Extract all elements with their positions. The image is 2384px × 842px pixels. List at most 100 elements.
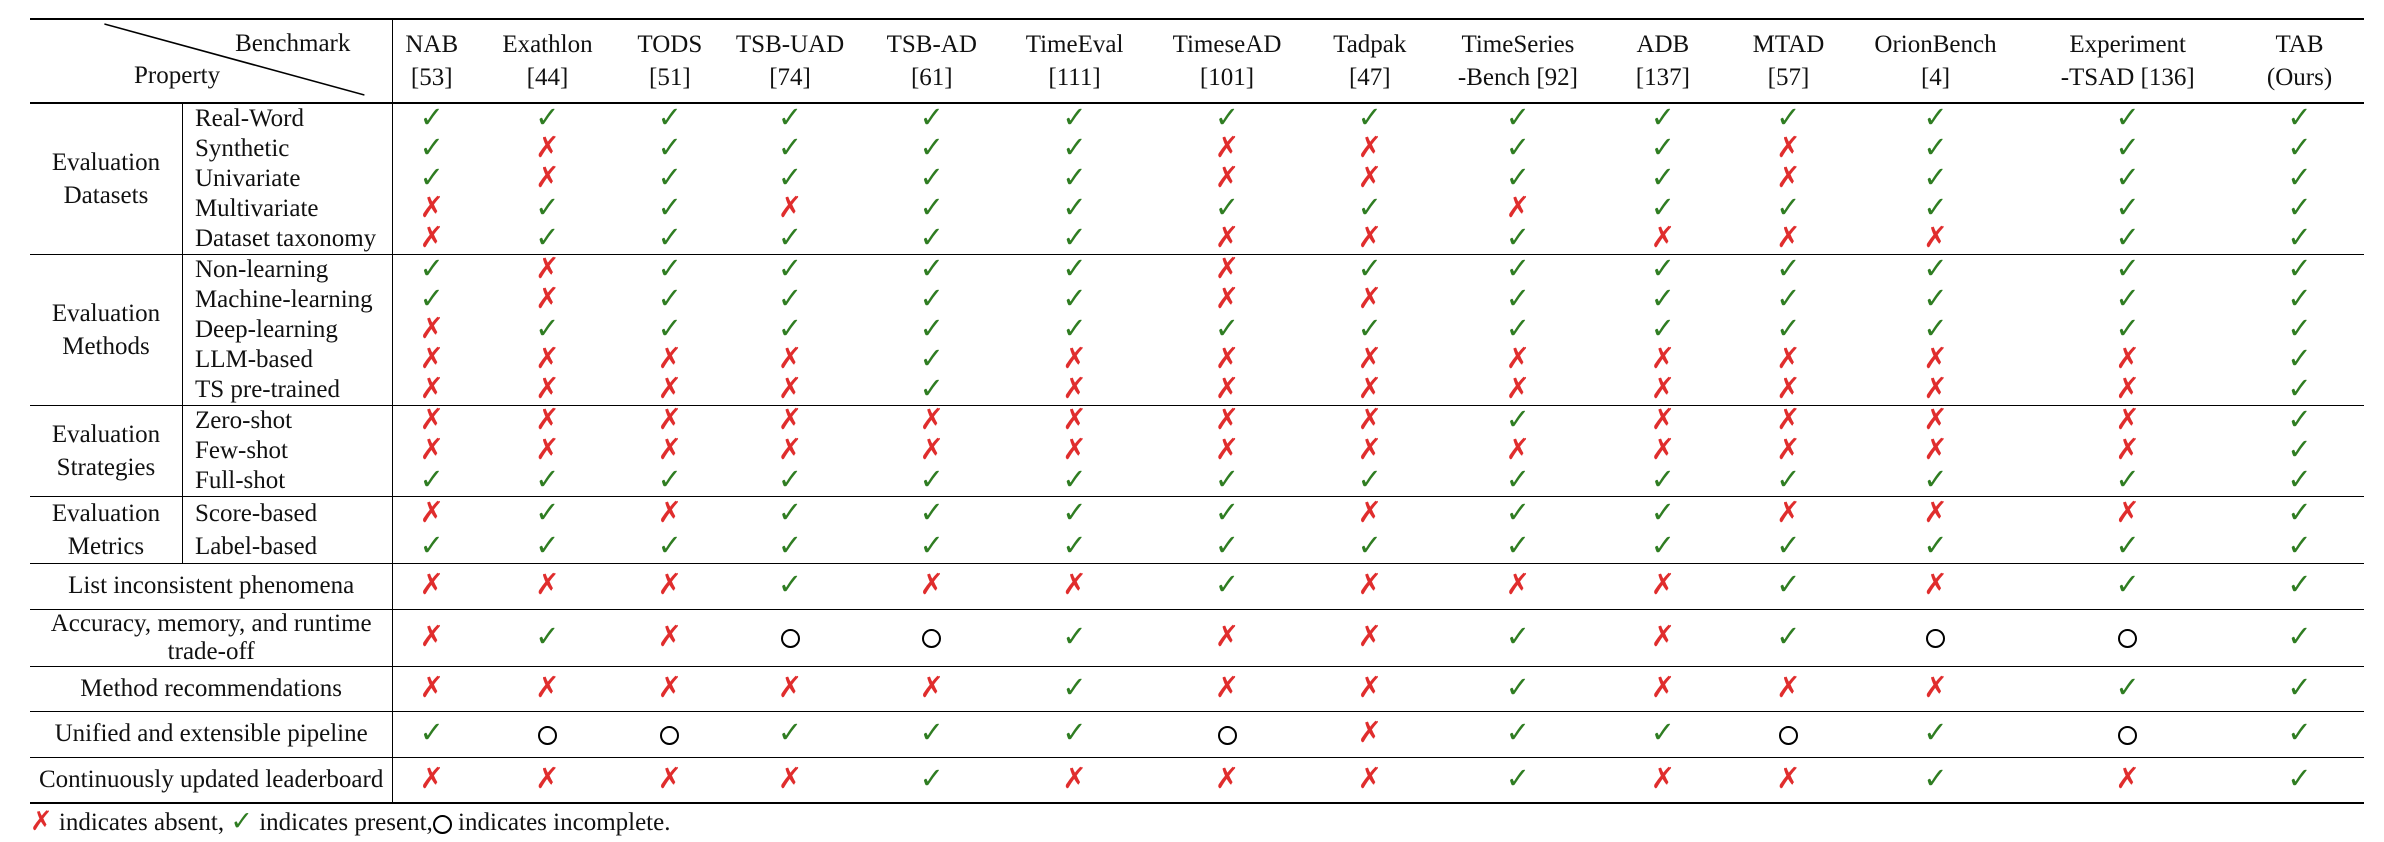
present-check-icon: ✓ bbox=[230, 806, 253, 836]
check-icon: ✓ bbox=[1214, 569, 1240, 602]
cross-icon: ✗ bbox=[419, 671, 444, 704]
mark-cell: ✗ bbox=[998, 405, 1151, 436]
benchmark-name: TAB bbox=[2275, 31, 2324, 58]
check-icon: ✓ bbox=[419, 529, 444, 562]
mark-cell: ✓ bbox=[2235, 285, 2364, 315]
mark-cell: ✓ bbox=[393, 134, 470, 164]
mark-cell: ✗ bbox=[1851, 436, 2021, 466]
check-icon: ✓ bbox=[2115, 222, 2140, 254]
cross-icon: ✗ bbox=[419, 496, 444, 529]
mark-cell: ✗ bbox=[392, 665, 471, 712]
mark-cell: ✓ bbox=[2235, 466, 2364, 497]
cross-icon: ✗ bbox=[1357, 717, 1382, 750]
mark-cell bbox=[470, 711, 625, 758]
check-icon: ✓ bbox=[1776, 569, 1801, 602]
mark-cell: ✗ bbox=[1726, 756, 1851, 804]
check-icon: ✓ bbox=[1505, 404, 1531, 436]
benchmark-name: TODS bbox=[637, 31, 703, 58]
check-icon: ✓ bbox=[657, 529, 682, 562]
mark-cell: ✓ bbox=[1850, 254, 2021, 285]
mark-cell: ✓ bbox=[2235, 224, 2364, 255]
check-icon: ✓ bbox=[1062, 496, 1087, 529]
mark-cell: ✗ bbox=[1303, 496, 1437, 530]
mark-cell: ✓ bbox=[998, 315, 1150, 345]
benchmark-header: TimeSeries -Bench [92] bbox=[1436, 18, 1600, 104]
check-icon: ✓ bbox=[1923, 132, 1948, 164]
mark-cell: ✗ bbox=[865, 405, 999, 436]
cross-icon: ✗ bbox=[419, 434, 444, 466]
check-icon: ✓ bbox=[657, 192, 682, 224]
mark-cell: ✓ bbox=[715, 134, 865, 164]
cross-icon: ✗ bbox=[1214, 283, 1240, 315]
check-icon: ✓ bbox=[2287, 222, 2312, 254]
cross-icon: ✗ bbox=[1776, 162, 1801, 194]
mark-cell: ✓ bbox=[393, 164, 470, 194]
mark-cell: ✗ bbox=[1150, 665, 1304, 712]
check-icon: ✓ bbox=[919, 343, 944, 375]
mark-cell: ✗ bbox=[1150, 405, 1304, 436]
mark-cell: ✓ bbox=[1436, 224, 1599, 255]
mark-cell: ✗ bbox=[624, 756, 715, 804]
mark-cell: ✓ bbox=[998, 285, 1150, 315]
mark-cell: ✓ bbox=[2020, 285, 2235, 315]
check-icon: ✓ bbox=[1650, 464, 1675, 496]
cross-icon: ✗ bbox=[1214, 132, 1240, 164]
property-label: Few-shot bbox=[182, 436, 394, 466]
mark-cell: ✗ bbox=[1600, 436, 1727, 466]
property-label: Accuracy, memory, and runtime trade-off bbox=[30, 608, 394, 667]
check-icon: ✓ bbox=[1357, 464, 1382, 496]
mark-cell: ✓ bbox=[625, 164, 715, 194]
mark-cell bbox=[1150, 711, 1304, 758]
check-icon: ✓ bbox=[777, 569, 803, 602]
mark-cell: ✓ bbox=[2020, 563, 2236, 610]
mark-cell: ✓ bbox=[625, 530, 715, 564]
check-icon: ✓ bbox=[2287, 192, 2312, 224]
cross-icon: ✗ bbox=[2115, 373, 2140, 405]
mark-cell: ✓ bbox=[2235, 563, 2364, 610]
check-icon: ✓ bbox=[657, 283, 682, 315]
check-icon: ✓ bbox=[2287, 496, 2312, 529]
mark-cell: ✗ bbox=[392, 756, 471, 804]
mark-cell: ✓ bbox=[1851, 164, 2021, 194]
cross-icon: ✗ bbox=[1505, 343, 1531, 375]
benchmark-axis-label: Benchmark bbox=[235, 30, 351, 57]
mark-cell: ✗ bbox=[998, 563, 1151, 610]
mark-cell: ✗ bbox=[1150, 608, 1304, 667]
mark-cell: ✗ bbox=[393, 224, 470, 255]
mark-cell: ✗ bbox=[1151, 134, 1303, 164]
table-footnote: ✗ indicates absent, ✓ indicates present,… bbox=[30, 808, 670, 837]
check-icon: ✓ bbox=[1062, 529, 1087, 562]
check-icon: ✓ bbox=[535, 464, 560, 496]
check-icon: ✓ bbox=[777, 529, 803, 562]
mark-cell: ✓ bbox=[715, 530, 865, 564]
table-row: Few-shot ✗ ✗ ✗ ✗ ✗ ✗ ✗ ✗ ✗ ✗ ✗ ✗ ✗ ✓ bbox=[30, 436, 2364, 466]
mark-cell: ✓ bbox=[2235, 194, 2364, 224]
check-icon: ✓ bbox=[1650, 717, 1675, 750]
check-icon: ✓ bbox=[657, 313, 682, 345]
mark-cell: ✗ bbox=[1151, 224, 1303, 255]
mark-cell: ✗ bbox=[1600, 345, 1727, 375]
cross-icon: ✗ bbox=[1650, 569, 1675, 602]
mark-cell: ✗ bbox=[1726, 164, 1851, 194]
mark-cell: ✓ bbox=[1726, 315, 1851, 345]
mark-cell: ✓ bbox=[1303, 530, 1436, 564]
mark-cell: ✗ bbox=[392, 608, 471, 667]
mark-cell: ✗ bbox=[714, 756, 866, 804]
check-icon: ✓ bbox=[1505, 762, 1531, 795]
cross-icon: ✗ bbox=[419, 569, 444, 602]
check-icon: ✓ bbox=[1505, 253, 1531, 285]
mark-cell: ✗ bbox=[1850, 405, 2021, 436]
mark-cell: ✓ bbox=[998, 103, 1150, 134]
benchmark-reference: (Ours) bbox=[2266, 64, 2333, 91]
mark-cell: ✓ bbox=[865, 254, 999, 285]
mark-cell: ✓ bbox=[624, 254, 715, 285]
property-label: Unified and extensible pipeline bbox=[30, 711, 394, 758]
benchmark-header: TimeEval [111] bbox=[998, 18, 1151, 104]
mark-cell: ✗ bbox=[2020, 496, 2236, 530]
table-row: LLM-based ✗ ✗ ✗ ✗ ✓ ✗ ✗ ✗ ✗ ✗ ✗ ✗ ✗ ✓ bbox=[30, 345, 2364, 375]
property-label: Method recommendations bbox=[30, 665, 394, 712]
mark-cell: ✓ bbox=[1599, 711, 1727, 758]
cross-icon: ✗ bbox=[1357, 162, 1382, 194]
check-icon: ✓ bbox=[1505, 102, 1531, 134]
check-icon: ✓ bbox=[1776, 464, 1801, 496]
